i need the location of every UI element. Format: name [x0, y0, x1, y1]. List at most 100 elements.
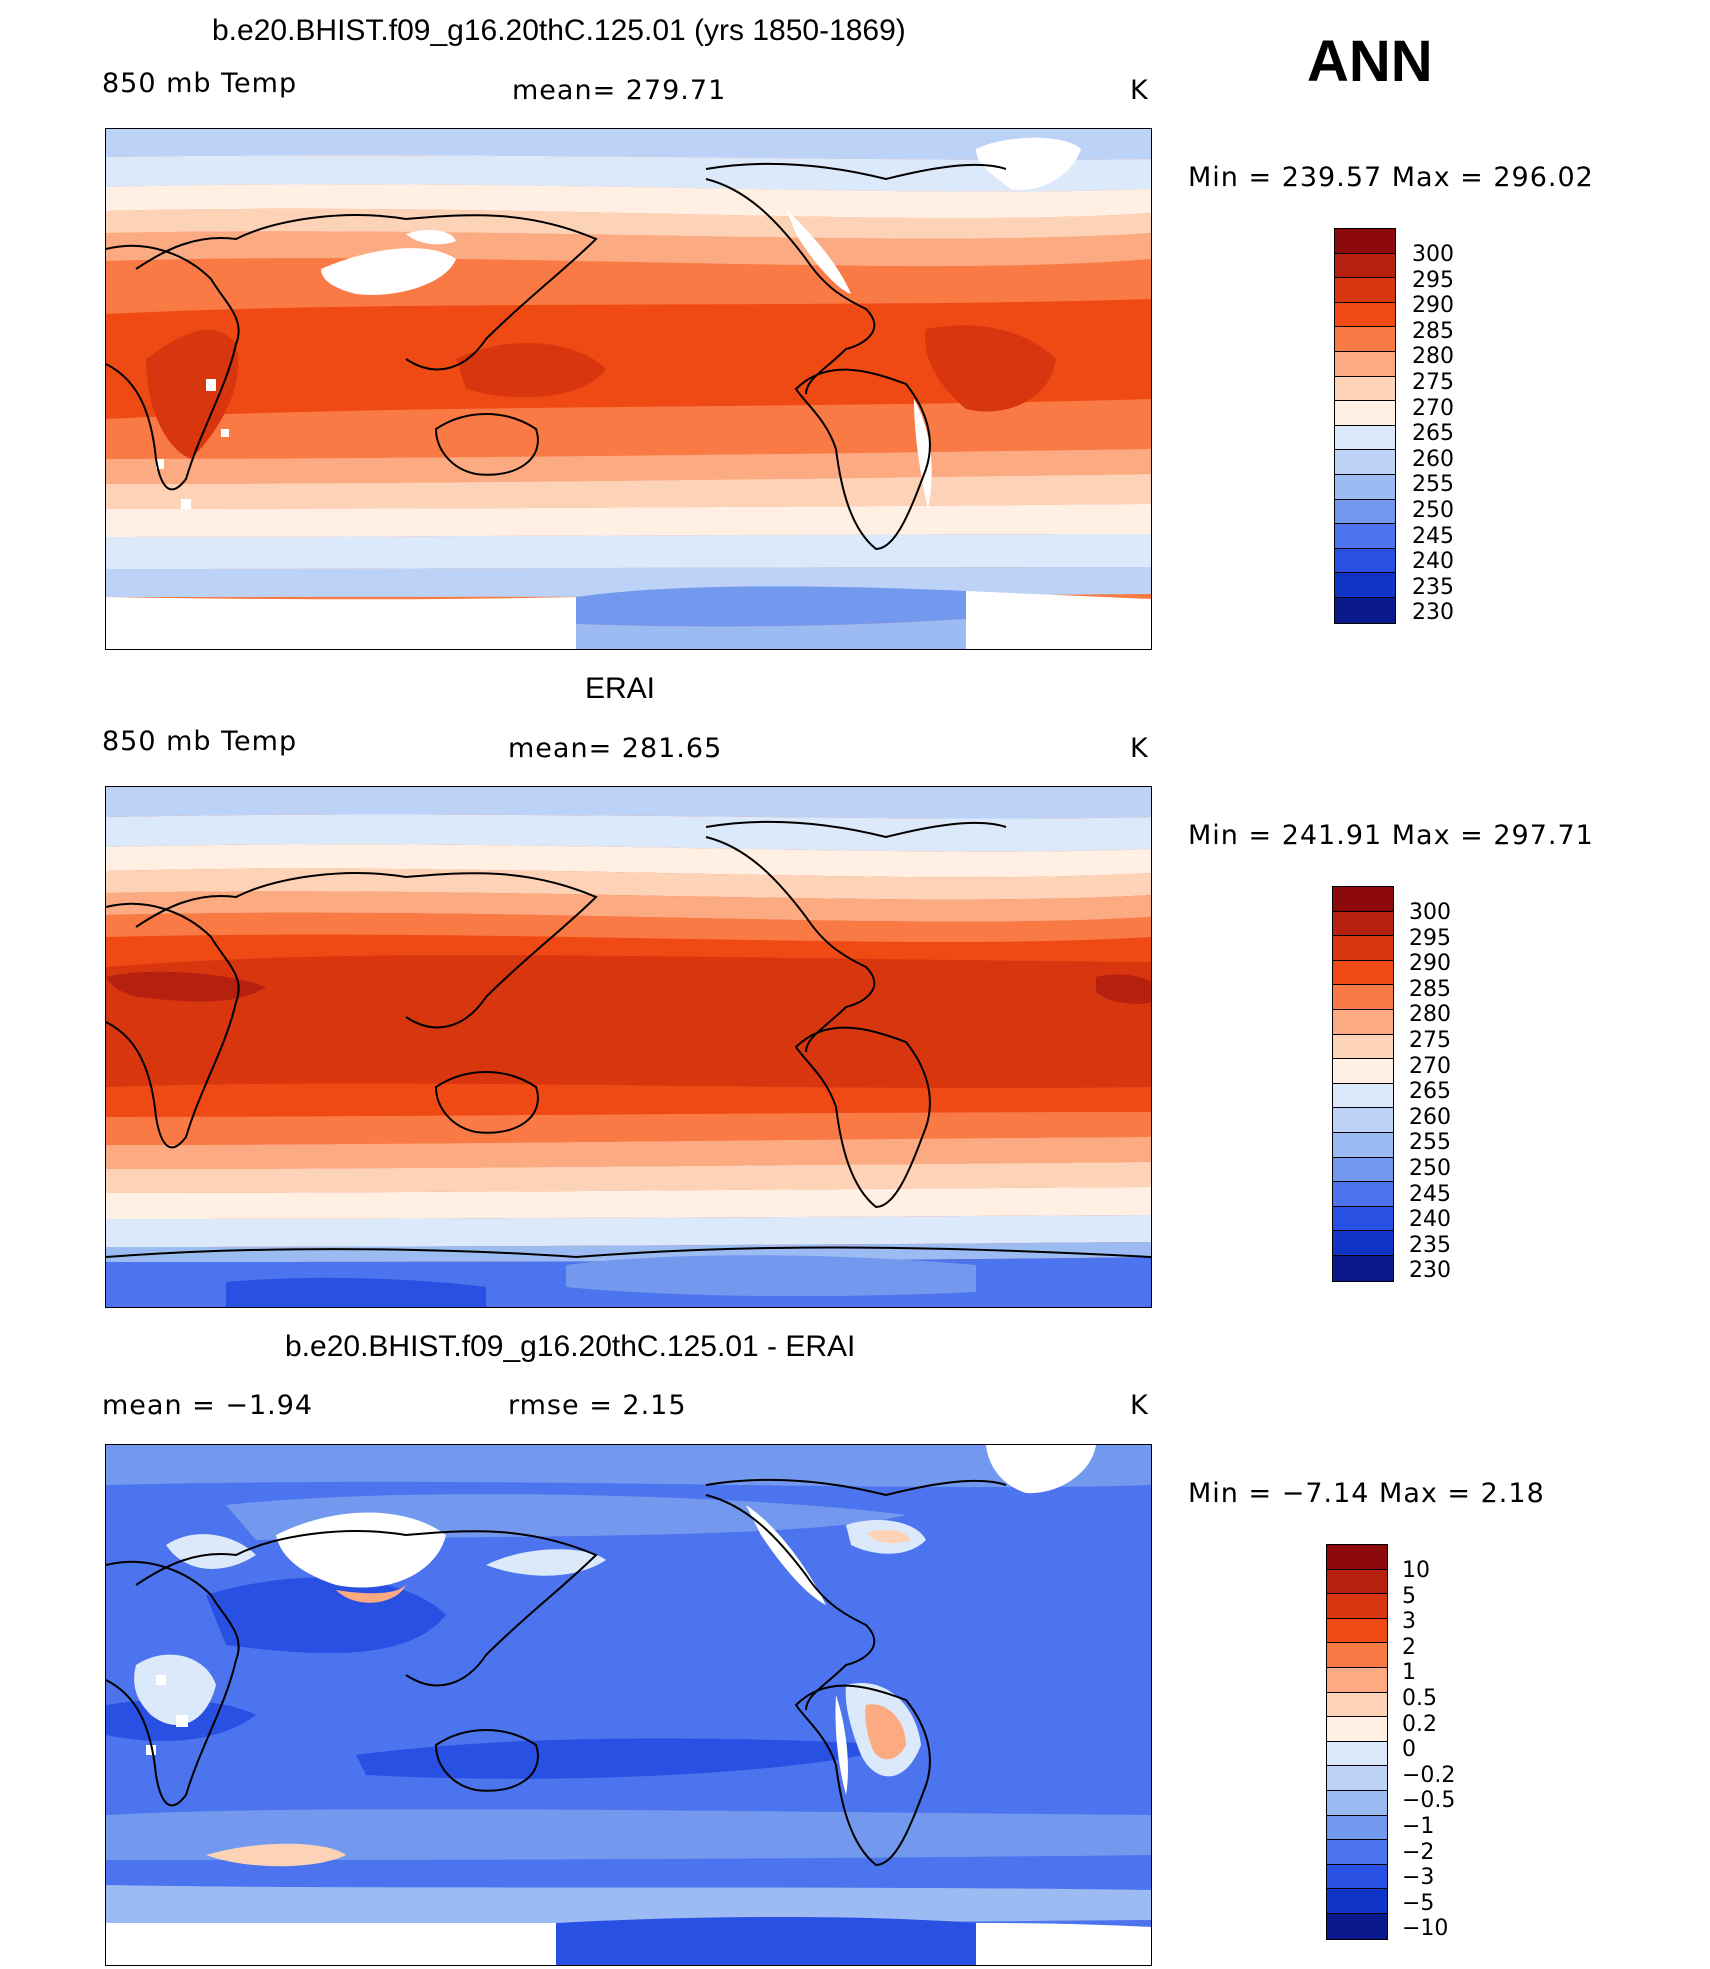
colorbar-swatch	[1333, 1255, 1393, 1281]
colorbar-swatch	[1335, 450, 1395, 475]
colorbar-swatch	[1335, 401, 1395, 426]
colorbar-tick-label: 280	[1412, 344, 1454, 370]
panel-model-variable: 850 mb Temp	[102, 68, 298, 99]
panel-model-units: K	[1130, 75, 1149, 106]
colorbar-tick-label: 255	[1409, 1130, 1451, 1156]
map-panel-obs	[105, 786, 1152, 1308]
colorbar-tick-label: 290	[1412, 293, 1454, 319]
colorbar-swatch	[1327, 1717, 1387, 1742]
colorbar-swatch	[1327, 1667, 1387, 1693]
colorbar-swatch	[1335, 376, 1395, 402]
colorbar-tick-label: 0.5	[1402, 1685, 1437, 1711]
colorbar-swatch	[1333, 1182, 1393, 1207]
colorbar-swatch	[1335, 302, 1395, 328]
colorbar-swatch	[1333, 960, 1393, 986]
colorbar-swatch	[1335, 499, 1395, 525]
colorbar-swatch	[1327, 1594, 1387, 1619]
colorbar-swatch	[1335, 474, 1395, 500]
colorbar-tick-label: 260	[1412, 446, 1454, 472]
colorbar-swatch	[1333, 1231, 1393, 1256]
colorbar-swatch	[1333, 1009, 1393, 1035]
panel-obs-variable: 850 mb Temp	[102, 726, 298, 757]
colorbar-swatch	[1333, 985, 1393, 1010]
colorbar-tick-label: 245	[1409, 1181, 1451, 1207]
colorbar-tick-label: 3	[1402, 1609, 1416, 1635]
colorbar-model-labels: 300 295 290 285 280 275 270 265 260 255 250 245 240 2…	[1412, 242, 1454, 626]
colorbar-swatch	[1335, 229, 1395, 254]
colorbar-tick-label: 0	[1402, 1737, 1416, 1763]
colorbar-tick-label: −0.5	[1402, 1788, 1456, 1814]
colorbar-swatch	[1327, 1889, 1387, 1914]
panel-diff-rmse: rmse = 2.15	[508, 1390, 687, 1421]
panel-diff-title: b.e20.BHIST.f09_g16.20thC.125.01 - ERAI	[285, 1330, 856, 1363]
panel-diff-minmax: Min = −7.14 Max = 2.18	[1188, 1478, 1545, 1509]
colorbar-tick-label: 280	[1409, 1002, 1451, 1028]
colorbar-swatch	[1327, 1545, 1387, 1570]
colorbar-swatch	[1335, 425, 1395, 451]
colorbar-tick-label: 235	[1409, 1232, 1451, 1258]
colorbar-tick-label: −3	[1402, 1865, 1435, 1891]
colorbar-tick-label: 300	[1409, 900, 1451, 925]
colorbar-swatch	[1333, 887, 1393, 912]
season-label: ANN	[1307, 29, 1433, 94]
colorbar-swatch	[1327, 1741, 1387, 1767]
colorbar-swatch	[1335, 573, 1395, 598]
colorbar-tick-label: −10	[1402, 1916, 1449, 1942]
colorbar-swatch	[1333, 1083, 1393, 1109]
colorbar-tick-label: 230	[1409, 1258, 1451, 1284]
colorbar-tick-label: 0.2	[1402, 1711, 1437, 1737]
colorbar-swatch	[1333, 911, 1393, 937]
colorbar-swatch	[1335, 597, 1395, 623]
colorbar-tick-label: 265	[1409, 1079, 1451, 1105]
colorbar-swatch	[1335, 548, 1395, 574]
colorbar-tick-label: 295	[1412, 267, 1454, 293]
colorbar-tick-label: 240	[1409, 1207, 1451, 1233]
colorbar-swatch	[1327, 1790, 1387, 1816]
map-panel-diff	[105, 1444, 1152, 1966]
colorbar-tick-label: 285	[1412, 318, 1454, 344]
colorbar-diff-labels: 10 5 3 2 1 0.5 0.2 0 −0.2 −0.5 −1 −2 −3 −5 −10	[1402, 1558, 1455, 1942]
colorbar-swatch	[1327, 1643, 1387, 1668]
colorbar-tick-label: −1	[1402, 1813, 1435, 1839]
colorbar-tick-label: −5	[1402, 1890, 1435, 1916]
colorbar-swatch	[1333, 1034, 1393, 1060]
colorbar-swatch	[1327, 1618, 1387, 1644]
colorbar-tick-label: 285	[1409, 976, 1451, 1002]
colorbar-tick-label: 245	[1412, 523, 1454, 549]
colorbar-tick-label: 250	[1412, 497, 1454, 523]
colorbar-tick-label: 240	[1412, 549, 1454, 575]
colorbar-diff	[1326, 1544, 1388, 1940]
colorbar-tick-label: 2	[1402, 1634, 1416, 1660]
colorbar-swatch	[1335, 351, 1395, 377]
colorbar-tick-label: 260	[1409, 1104, 1451, 1130]
colorbar-tick-label: 255	[1412, 472, 1454, 498]
colorbar-tick-label: 1	[1402, 1660, 1416, 1686]
colorbar-swatch	[1327, 1840, 1387, 1865]
panel-obs-title: ERAI	[585, 672, 656, 705]
panel-obs-units: K	[1130, 733, 1149, 764]
colorbar-swatch	[1335, 278, 1395, 303]
colorbar-tick-label: 275	[1409, 1027, 1451, 1053]
colorbar-swatch	[1335, 327, 1395, 352]
colorbar-swatch	[1327, 1815, 1387, 1841]
colorbar-swatch	[1327, 1569, 1387, 1595]
colorbar-tick-label: 265	[1412, 421, 1454, 447]
colorbar-tick-label: 270	[1412, 395, 1454, 421]
panel-model-minmax: Min = 239.57 Max = 296.02	[1188, 162, 1594, 193]
colorbar-tick-label: 295	[1409, 925, 1451, 951]
colorbar-swatch	[1327, 1864, 1387, 1890]
colorbar-swatch	[1327, 1766, 1387, 1791]
colorbar-obs-labels: 300 295 290 285 280 275 270 265 260 255 250 245 240 2…	[1409, 900, 1451, 1284]
colorbar-tick-label: 290	[1409, 951, 1451, 977]
colorbar-swatch	[1333, 1132, 1393, 1158]
colorbar-swatch	[1335, 524, 1395, 549]
colorbar-swatch	[1335, 253, 1395, 279]
colorbar-tick-label: −2	[1402, 1839, 1435, 1865]
panel-model-title: b.e20.BHIST.f09_g16.20thC.125.01 (yrs 18…	[212, 14, 906, 47]
colorbar-swatch	[1333, 1157, 1393, 1183]
colorbar-tick-label: −0.2	[1402, 1762, 1456, 1788]
colorbar-swatch	[1327, 1692, 1387, 1718]
colorbar-tick-label: 230	[1412, 600, 1454, 626]
colorbar-tick-label: 10	[1402, 1558, 1430, 1583]
colorbar-swatch	[1333, 1059, 1393, 1084]
